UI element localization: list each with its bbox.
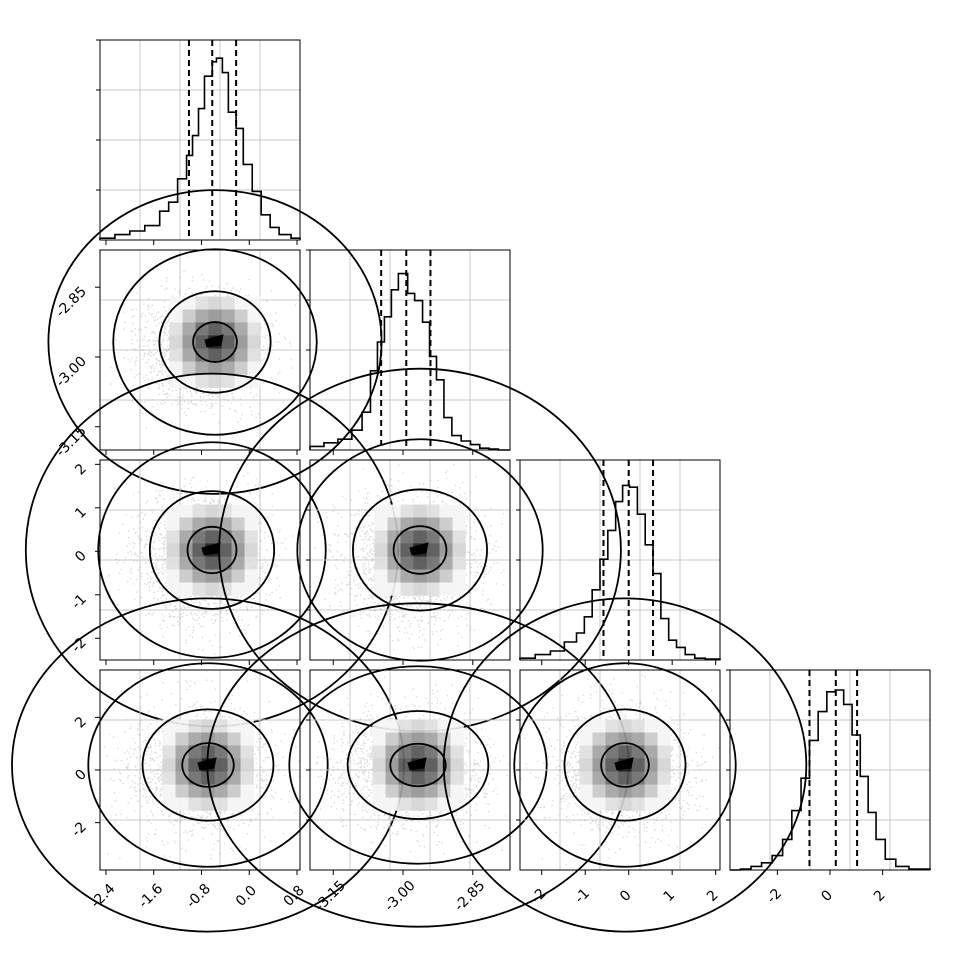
xtick-label-4-1: -2	[764, 886, 785, 907]
histogram-3	[519, 484, 721, 660]
xtick-label-1-3: -0.8	[183, 881, 214, 912]
xtick-label-1-1: -2.4	[88, 881, 119, 912]
xtick-label-3-5: 2	[704, 887, 722, 905]
xtick-label-1-2: -1.6	[136, 881, 167, 912]
ytick-label-3-1: -2	[69, 635, 90, 656]
xtick-label-4-2: 0	[818, 887, 836, 905]
ytick-label-3-3: 0	[72, 548, 90, 566]
ytick-label-4-2: 0	[72, 767, 90, 785]
histogram-2	[309, 272, 510, 451]
ytick-label-4-3: 2	[72, 714, 90, 732]
xtick-label-3-2: -1	[572, 886, 593, 907]
ytick-label-2-1: -3.15	[53, 423, 90, 460]
xtick-label-2-3: -2.85	[451, 878, 488, 915]
xtick-label-1-4: 0.0	[233, 883, 260, 910]
ytick-label-3-5: 2	[72, 461, 90, 479]
histogram-1	[99, 57, 301, 240]
xtick-label-3-3: 0	[617, 887, 635, 905]
ytick-label-2-2: -3.00	[53, 353, 90, 390]
ytick-label-4-1: -2	[69, 819, 90, 840]
ytick-label-3-4: 1	[72, 504, 90, 522]
xtick-label-1-5: 0.8	[281, 883, 308, 910]
xtick-label-3-1: -2	[528, 886, 549, 907]
histogram-4	[730, 689, 931, 871]
xtick-label-2-1: -3.15	[312, 878, 349, 915]
xtick-label-2-2: -3.00	[382, 878, 419, 915]
xtick-label-3-4: 1	[661, 887, 679, 905]
ytick-label-3-2: -1	[69, 591, 90, 612]
xtick-label-4-3: 2	[871, 887, 889, 905]
